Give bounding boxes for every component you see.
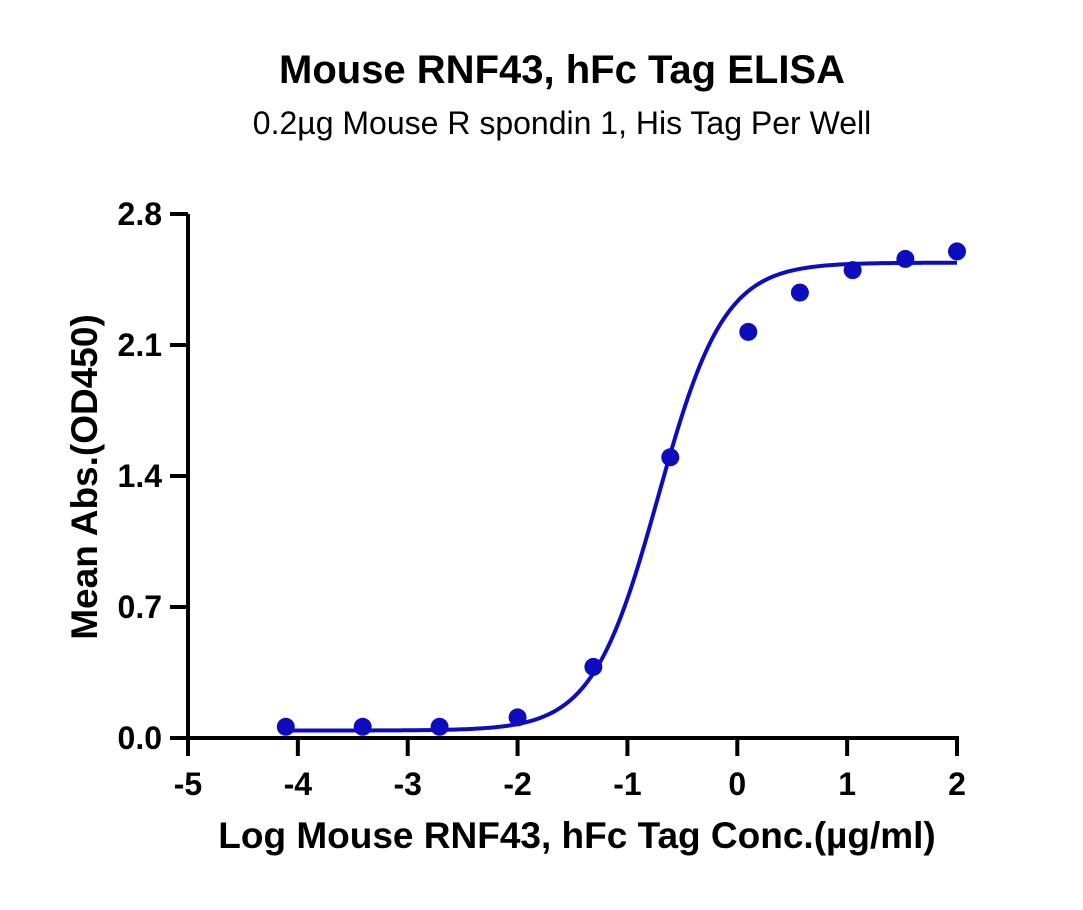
y-tick-label: 2.8 [118,196,162,232]
y-tick-label: 2.1 [118,327,162,363]
x-tick-label: -4 [284,766,313,802]
data-point [790,283,809,302]
y-tick-label: 1.4 [118,458,163,494]
plot-area: 0.0 0.7 1.4 2.1 2.8 -5 -4 -3 -2 -1 0 1 2 [118,196,966,802]
data-point [584,657,603,676]
x-tick-label: 0 [728,766,746,802]
x-tick-label: -2 [503,766,531,802]
chart-title: Mouse RNF43, hFc Tag ELISA [279,48,845,92]
data-point [739,322,758,341]
y-tick-label: 0.0 [118,720,162,756]
x-tick-label: -3 [393,766,421,802]
x-tick-label: 2 [948,766,966,802]
y-tick-label: 0.7 [118,589,162,625]
x-tick-label: -1 [613,766,641,802]
x-axis-label: Log Mouse RNF43, hFc Tag Conc.(µg/ml) [218,815,935,856]
data-point [353,717,372,736]
data-point [430,717,449,736]
data-point [948,242,966,261]
fit-curve [285,260,958,733]
x-tick-label: -5 [174,766,202,802]
x-tick-label: 1 [838,766,856,802]
y-axis-label: Mean Abs.(OD450) [64,314,105,640]
data-point [843,261,862,280]
data-point [661,448,680,467]
data-point [508,708,527,727]
chart-subtitle: 0.2µg Mouse R spondin 1, His Tag Per Wel… [253,105,871,141]
data-point [896,249,915,268]
data-point [276,717,295,736]
